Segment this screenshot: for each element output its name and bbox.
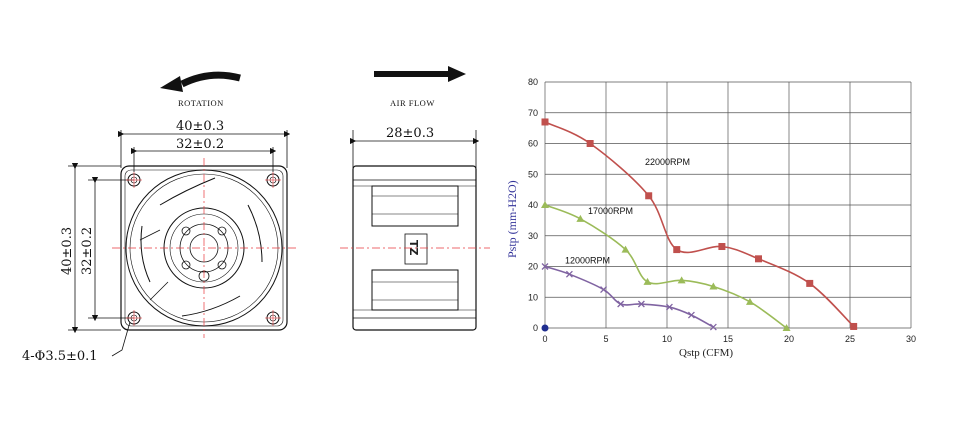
rotation-arrow-icon (160, 71, 241, 92)
series-labels: 22000RPM 17000RPM 12000RPM (565, 157, 690, 265)
airflow-arrow-icon (374, 66, 466, 82)
pq-curve-chart: 0 5 10 15 20 25 30 0 10 20 30 40 50 60 70 80 22000RPM 1… (505, 77, 916, 359)
y-tick-labels: 0 10 20 30 40 50 60 70 80 (528, 77, 538, 333)
chart-series (541, 118, 858, 331)
y-tick-label: 70 (528, 108, 538, 118)
data-point (576, 214, 585, 222)
data-point (541, 201, 549, 208)
data-point (541, 263, 549, 270)
data-point (643, 277, 652, 285)
data-point (645, 192, 653, 200)
origin-marker (541, 324, 549, 332)
x-tick-label: 10 (662, 334, 672, 344)
y-tick-label: 20 (528, 262, 538, 272)
y-tick-label: 10 (528, 292, 538, 302)
x-tick-label: 15 (723, 334, 733, 344)
series-line-17000RPM (544, 204, 788, 329)
y-tick-label: 0 (533, 323, 538, 333)
series-label-17000RPM: 17000RPM (588, 206, 633, 216)
y-tick-label: 50 (528, 169, 538, 179)
y-tick-label: 80 (528, 77, 538, 87)
x-tick-label: 30 (906, 334, 916, 344)
side-logo: TZ (407, 240, 420, 256)
side-view-drawing: AIR FLOW 28±0.3 TZ (340, 66, 490, 331)
series-line-22000RPM (544, 121, 855, 328)
data-point (806, 279, 814, 287)
x-axis-label: Qstp (CFM) (679, 347, 733, 359)
data-point (565, 270, 573, 278)
x-tick-label: 5 (603, 334, 608, 344)
hole-callout: 4-Φ3.5±0.1 (22, 349, 98, 364)
x-tick-label: 25 (845, 334, 855, 344)
data-point (677, 276, 686, 284)
data-point (637, 300, 645, 308)
y-tick-label: 60 (528, 139, 538, 149)
y-tick-label: 40 (528, 200, 538, 210)
dim-inner-width: 32±0.2 (176, 137, 224, 152)
chart-grid (544, 81, 912, 329)
data-point (782, 324, 791, 331)
data-point (850, 322, 858, 330)
dim-depth: 28±0.3 (386, 126, 434, 141)
x-tick-label: 20 (784, 334, 794, 344)
dim-outer-width: 40±0.3 (176, 119, 224, 134)
y-axis-label: Pstp (mm-H2O) (505, 180, 519, 258)
series-label-22000RPM: 22000RPM (645, 157, 690, 167)
data-point (673, 246, 681, 254)
x-tick-labels: 0 5 10 15 20 25 30 (542, 334, 916, 344)
dim-outer-height: 40±0.3 (60, 227, 75, 275)
data-point (617, 300, 625, 308)
series-label-12000RPM: 12000RPM (565, 255, 610, 265)
data-point (755, 255, 762, 263)
front-view-drawing: ROTATION 40±0.3 32±0.2 40±0.3 32±0.2 (22, 71, 296, 364)
data-point (600, 286, 608, 294)
rotation-label: ROTATION (178, 98, 224, 108)
x-tick-label: 0 (542, 334, 547, 344)
data-point (745, 297, 754, 305)
y-tick-label: 30 (528, 231, 538, 241)
data-point (586, 140, 594, 147)
data-point (718, 243, 726, 251)
airflow-label: AIR FLOW (390, 98, 435, 108)
series-line-12000RPM (544, 265, 714, 328)
data-point (709, 282, 718, 290)
data-point (709, 323, 717, 331)
data-point (665, 303, 673, 311)
dim-inner-height: 32±0.2 (80, 227, 95, 275)
data-point (621, 245, 630, 253)
data-point (687, 311, 695, 319)
data-point (541, 118, 549, 126)
